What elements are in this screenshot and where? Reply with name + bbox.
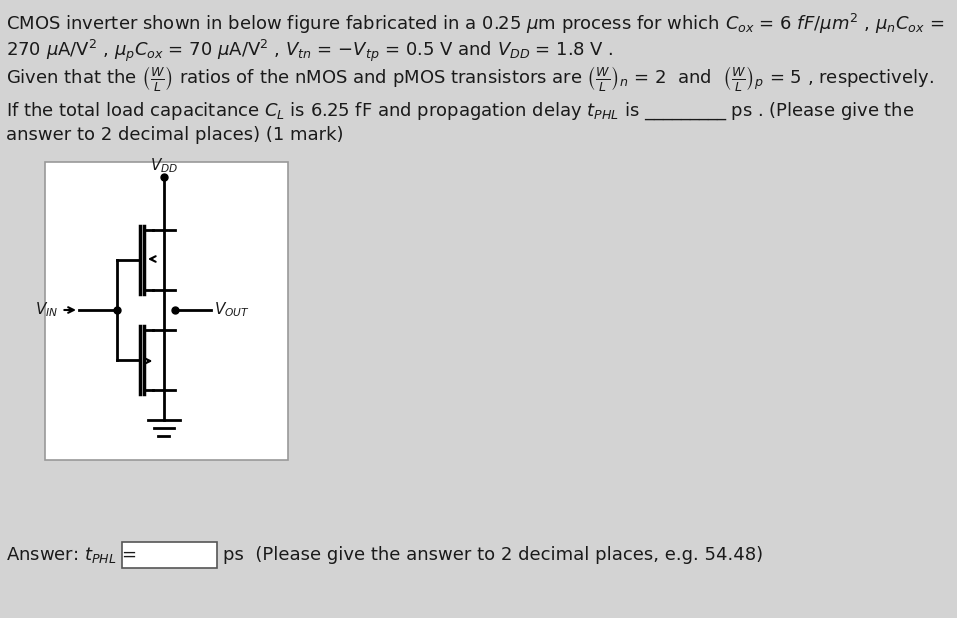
Text: 270 $\mu$A/V$^2$ , $\mu_pC_{ox}$ = 70 $\mu$A/V$^2$ , $V_{tn}$ = $-V_{tp}$ = 0.5 : 270 $\mu$A/V$^2$ , $\mu_pC_{ox}$ = 70 $\… [7,38,613,64]
Text: If the total load capacitance $C_L$ is 6.25 fF and propagation delay $t_{PHL}$ i: If the total load capacitance $C_L$ is 6… [7,100,915,122]
Text: $V_{DD}$: $V_{DD}$ [150,156,178,175]
Text: Answer: $t_{PHL}$ =: Answer: $t_{PHL}$ = [7,545,137,565]
Text: ps  (Please give the answer to 2 decimal places, e.g. 54.48): ps (Please give the answer to 2 decimal … [223,546,763,564]
Text: $V_{IN}$: $V_{IN}$ [35,300,58,320]
Text: $V_{OUT}$: $V_{OUT}$ [214,300,250,320]
Text: answer to 2 decimal places) (1 mark): answer to 2 decimal places) (1 mark) [7,126,344,144]
Bar [122,542,216,568]
Bar [45,162,288,460]
Text: Given that the $\left(\frac{W}{L}\right)$ ratios of the nMOS and pMOS transistor: Given that the $\left(\frac{W}{L}\right)… [7,64,934,93]
Text: CMOS inverter shown in below figure fabricated in a 0.25 $\mu$m process for whic: CMOS inverter shown in below figure fabr… [7,12,945,36]
